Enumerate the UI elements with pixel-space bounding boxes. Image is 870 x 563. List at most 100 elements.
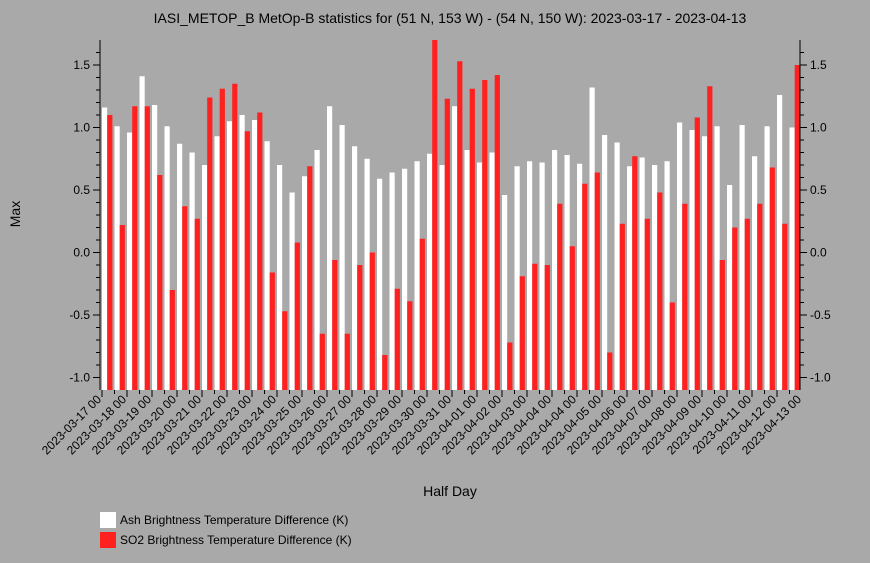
so2-bar xyxy=(382,355,388,390)
ash-bar xyxy=(702,136,708,390)
so2-bar xyxy=(282,311,288,390)
so2-bar xyxy=(732,227,738,390)
y-tick-label-right: 0.0 xyxy=(810,246,827,260)
so2-bar xyxy=(694,117,700,390)
so2-bar xyxy=(244,131,250,390)
y-tick-label-left: -1.0 xyxy=(69,371,90,385)
so2-bar xyxy=(632,156,638,390)
ash-bar xyxy=(577,163,583,390)
ash-bar xyxy=(589,87,595,390)
so2-bar xyxy=(469,88,475,390)
ash-bar xyxy=(739,125,745,390)
ash-bar xyxy=(389,172,395,390)
so2-bar xyxy=(657,192,663,390)
y-tick-label-left: 0.0 xyxy=(73,246,90,260)
so2-bar xyxy=(432,40,438,390)
ash-bar xyxy=(652,165,658,390)
y-axis-label: Max xyxy=(7,201,23,227)
legend-swatch-so2 xyxy=(100,532,116,548)
so2-bar xyxy=(419,238,425,390)
so2-bar xyxy=(519,276,525,390)
so2-bar xyxy=(119,225,125,390)
so2-bar xyxy=(294,242,300,390)
so2-bar xyxy=(619,223,625,390)
so2-bar xyxy=(144,106,150,390)
ash-bar xyxy=(189,152,195,390)
plot-area: -1.0 -1.0 -0.5 -0.5 0.0 0.0 0.5 0.5 1.0 1.0 1.5 1.5… xyxy=(39,40,831,457)
ash-bar xyxy=(114,126,120,390)
so2-bar xyxy=(794,65,800,390)
so2-bar xyxy=(157,175,163,390)
ash-bar xyxy=(464,150,470,390)
ash-bar xyxy=(789,127,795,390)
so2-bar xyxy=(557,203,563,390)
ash-bar xyxy=(377,178,383,390)
so2-bar xyxy=(494,75,500,390)
ash-bar xyxy=(402,168,408,390)
chart-title: IASI_METOP_B MetOp-B statistics for (51 … xyxy=(154,10,747,26)
y-tick-label-right: 0.5 xyxy=(810,183,827,197)
so2-bar xyxy=(232,83,238,390)
y-tick-label-right: -1.0 xyxy=(810,371,831,385)
ash-bar xyxy=(614,142,620,390)
so2-bar xyxy=(644,218,650,390)
ash-bar xyxy=(214,136,220,390)
so2-bar xyxy=(207,97,213,390)
ash-bar xyxy=(127,132,133,390)
ash-bar xyxy=(252,120,258,390)
legend: Ash Brightness Temperature Difference (K… xyxy=(100,512,352,548)
ash-bar xyxy=(527,161,533,390)
y-tick-label-right: 1.0 xyxy=(810,121,827,135)
so2-bar xyxy=(707,86,713,390)
so2-bar xyxy=(544,265,550,390)
so2-bar xyxy=(782,223,788,390)
so2-bar xyxy=(507,342,513,390)
so2-bar xyxy=(719,260,725,390)
ash-bar xyxy=(552,150,558,390)
so2-bar xyxy=(194,218,200,390)
so2-bar xyxy=(344,333,350,390)
so2-bar xyxy=(394,288,400,390)
ash-bar xyxy=(677,122,683,390)
so2-bar xyxy=(219,88,225,390)
ash-bar xyxy=(139,76,145,390)
ash-bar xyxy=(502,195,508,390)
so2-bar xyxy=(532,263,538,390)
ash-bar xyxy=(777,95,783,390)
so2-bar xyxy=(744,218,750,390)
ash-bar xyxy=(539,162,545,390)
so2-bar xyxy=(407,301,413,390)
ash-bar xyxy=(664,161,670,390)
ash-bar xyxy=(314,150,320,390)
legend-label-ash: Ash Brightness Temperature Difference (K… xyxy=(120,513,348,527)
ash-bar xyxy=(352,146,358,390)
so2-bar xyxy=(257,112,263,390)
ash-bar xyxy=(264,141,270,390)
y-tick-label-left: 1.5 xyxy=(73,58,90,72)
ash-bar xyxy=(564,155,570,390)
so2-bar xyxy=(569,246,575,390)
ash-bar xyxy=(602,135,608,390)
legend-label-so2: SO2 Brightness Temperature Difference (K… xyxy=(120,533,352,547)
so2-bar xyxy=(357,265,363,390)
ash-bar xyxy=(764,126,770,390)
so2-bar xyxy=(319,333,325,390)
ash-bar xyxy=(639,157,645,390)
so2-bar xyxy=(669,302,675,390)
y-tick-label-right: 1.5 xyxy=(810,58,827,72)
ash-bar xyxy=(439,165,445,390)
so2-bar xyxy=(369,252,375,390)
ash-bar xyxy=(414,161,420,390)
so2-bar xyxy=(444,98,450,390)
so2-bar xyxy=(682,203,688,390)
so2-bar xyxy=(269,272,275,390)
so2-bar xyxy=(757,203,763,390)
ash-bar xyxy=(727,185,733,390)
y-tick-label-left: 0.5 xyxy=(73,183,90,197)
ash-bar xyxy=(177,143,183,390)
ash-bar xyxy=(102,107,108,390)
so2-bar xyxy=(482,80,488,390)
so2-bar xyxy=(182,206,188,390)
so2-bar xyxy=(594,172,600,390)
